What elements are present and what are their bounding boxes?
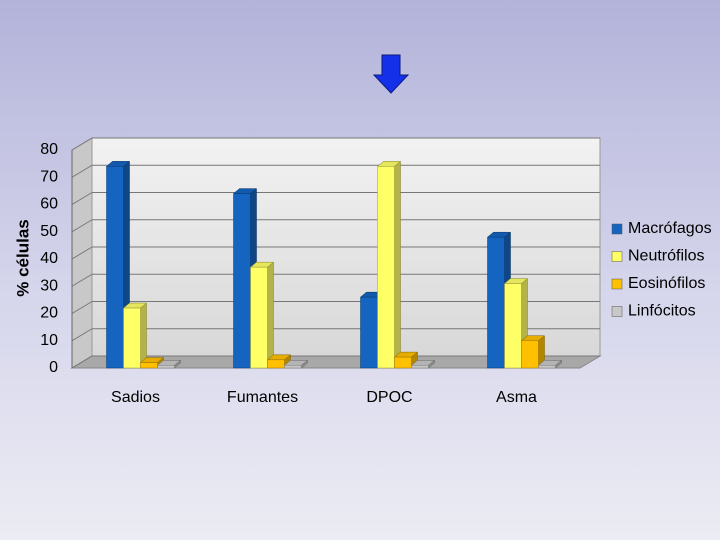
legend-label: Eosinófilos (628, 275, 705, 292)
bar (487, 236, 505, 369)
x-tick-label: Fumantes (227, 389, 298, 406)
bar (411, 365, 429, 369)
grid-line (71, 301, 93, 314)
bar (504, 283, 522, 369)
legend-swatch (611, 306, 623, 317)
bar (123, 307, 141, 369)
x-tick-label: Sadios (111, 389, 160, 406)
bar-side (267, 261, 274, 369)
y-tick-label: 10 (40, 332, 58, 349)
x-tick-label: DPOC (366, 389, 412, 406)
bar (521, 340, 539, 369)
y-tick-label: 30 (40, 277, 58, 294)
bar (394, 356, 412, 369)
bar (106, 166, 124, 369)
grid-line (71, 328, 93, 342)
legend-label: Linfócitos (628, 303, 696, 320)
bar (157, 365, 175, 369)
bar (360, 296, 378, 369)
bar (284, 365, 302, 369)
grid-line (71, 164, 93, 178)
legend-swatch (611, 223, 623, 235)
bar-side (394, 160, 401, 369)
bar (267, 359, 285, 369)
y-tick-label: 20 (40, 305, 58, 322)
y-tick-label: 40 (40, 250, 58, 267)
y-tick-label: 60 (40, 196, 58, 213)
y-tick-label: 0 (49, 359, 58, 376)
grid-line (71, 246, 93, 260)
y-tick-label: 50 (40, 223, 58, 240)
bar (233, 193, 251, 369)
legend-label: Macrófagos (628, 220, 712, 237)
bar (377, 166, 395, 369)
grid-line (71, 219, 93, 233)
grid-line (71, 192, 93, 205)
y-tick-label: 80 (40, 141, 58, 158)
legend-swatch (611, 278, 623, 290)
bar (250, 266, 268, 369)
bar (538, 365, 556, 369)
bar (140, 362, 158, 369)
legend-swatch (611, 251, 623, 262)
x-tick-label: Asma (496, 389, 537, 406)
y-axis-title: % células (13, 219, 32, 297)
grid-line (71, 137, 93, 151)
legend-label: Neutrófilos (628, 248, 704, 265)
y-tick-label: 70 (40, 168, 58, 185)
grid-line (71, 355, 93, 369)
grid-line (71, 273, 93, 287)
